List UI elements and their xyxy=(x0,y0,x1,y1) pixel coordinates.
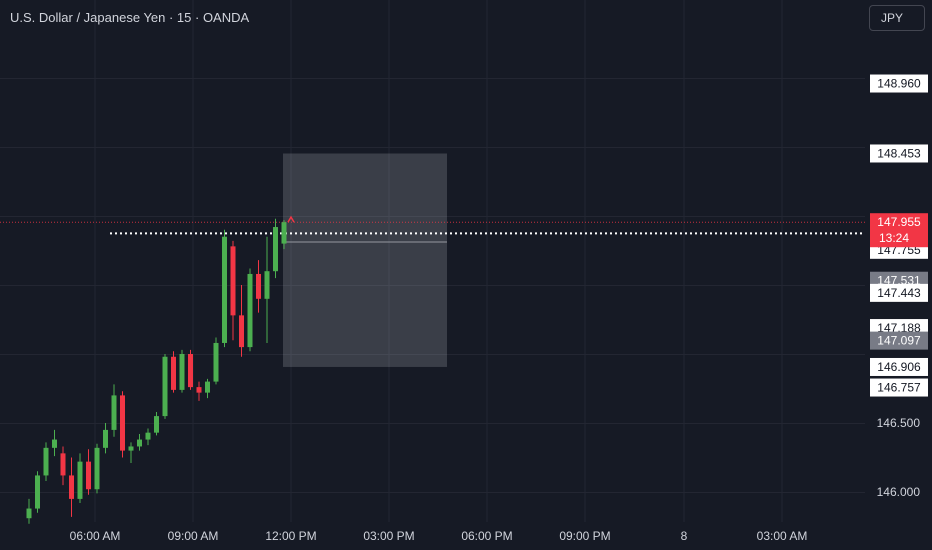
candle-body[interactable] xyxy=(111,395,117,430)
candle-body[interactable] xyxy=(128,446,134,451)
candle-body[interactable] xyxy=(196,387,202,393)
candle-body[interactable] xyxy=(43,447,49,476)
x-tick-label: 03:00 AM xyxy=(757,529,808,543)
y-tick-label: 146.000 xyxy=(877,485,921,499)
candle-body[interactable] xyxy=(162,356,168,417)
candle-body[interactable] xyxy=(247,273,253,348)
price-axis-label: 147.443 xyxy=(877,286,921,300)
price-axis-label: 147.097 xyxy=(877,334,921,348)
candle-body[interactable] xyxy=(256,273,261,299)
candle-body[interactable] xyxy=(52,439,57,448)
x-tick-label: 06:00 AM xyxy=(70,529,121,543)
price-axis-label: 146.757 xyxy=(877,381,921,395)
candle-body[interactable] xyxy=(179,354,185,390)
candle-body[interactable] xyxy=(69,475,74,499)
candle-body[interactable] xyxy=(120,395,125,451)
candle-body[interactable] xyxy=(86,461,91,490)
candle-body[interactable] xyxy=(188,354,193,388)
candle-body[interactable] xyxy=(273,227,278,272)
candle-body[interactable] xyxy=(77,461,83,499)
candle-body[interactable] xyxy=(154,416,159,433)
x-tick-label: 09:00 PM xyxy=(559,529,610,543)
price-axis-label: 147.188 xyxy=(877,321,921,335)
candle-body[interactable] xyxy=(222,236,227,343)
candle-body[interactable] xyxy=(239,315,244,348)
candle-body[interactable] xyxy=(137,439,142,447)
price-axis-label-bg xyxy=(870,357,928,376)
candle-body[interactable] xyxy=(26,508,32,519)
price-axis-label-bg xyxy=(870,378,928,397)
candle-body[interactable] xyxy=(264,271,270,299)
x-tick-label: 06:00 PM xyxy=(461,529,512,543)
candle-body[interactable] xyxy=(94,447,100,490)
x-tick-label: 09:00 AM xyxy=(168,529,219,543)
candle-body[interactable] xyxy=(205,381,210,393)
y-tick-label: 146.500 xyxy=(877,416,921,430)
price-zone-box[interactable] xyxy=(283,153,447,367)
symbol-title: U.S. Dollar / Japanese Yen · 15 · OANDA xyxy=(10,10,250,25)
price-axis-label: 146.906 xyxy=(877,360,921,374)
price-axis-label: 148.453 xyxy=(877,146,921,160)
candle-body[interactable] xyxy=(171,356,176,390)
candle-body[interactable] xyxy=(281,222,287,244)
currency-unit-button[interactable]: JPY xyxy=(869,5,925,31)
countdown-label: 13:24 xyxy=(879,231,909,245)
price-axis-label-bg xyxy=(870,144,928,163)
price-axis-label-bg xyxy=(870,283,928,302)
current-price-label-bg xyxy=(870,213,928,248)
x-tick-label: 8 xyxy=(681,529,688,543)
x-tick-label: 12:00 PM xyxy=(265,529,316,543)
current-price-label: 147.955 xyxy=(877,215,921,229)
alert-marker-icon xyxy=(287,215,295,223)
candle-body[interactable] xyxy=(103,429,108,448)
candle-body[interactable] xyxy=(230,246,236,316)
price-axis-label-bg xyxy=(870,331,928,350)
x-tick-label: 03:00 PM xyxy=(363,529,414,543)
candle-body[interactable] xyxy=(35,475,40,509)
price-axis-label-bg xyxy=(870,74,928,93)
candle-body[interactable] xyxy=(145,432,151,440)
candle-body[interactable] xyxy=(60,453,66,476)
price-axis-label: 148.960 xyxy=(877,77,921,91)
candle-body[interactable] xyxy=(213,342,219,382)
